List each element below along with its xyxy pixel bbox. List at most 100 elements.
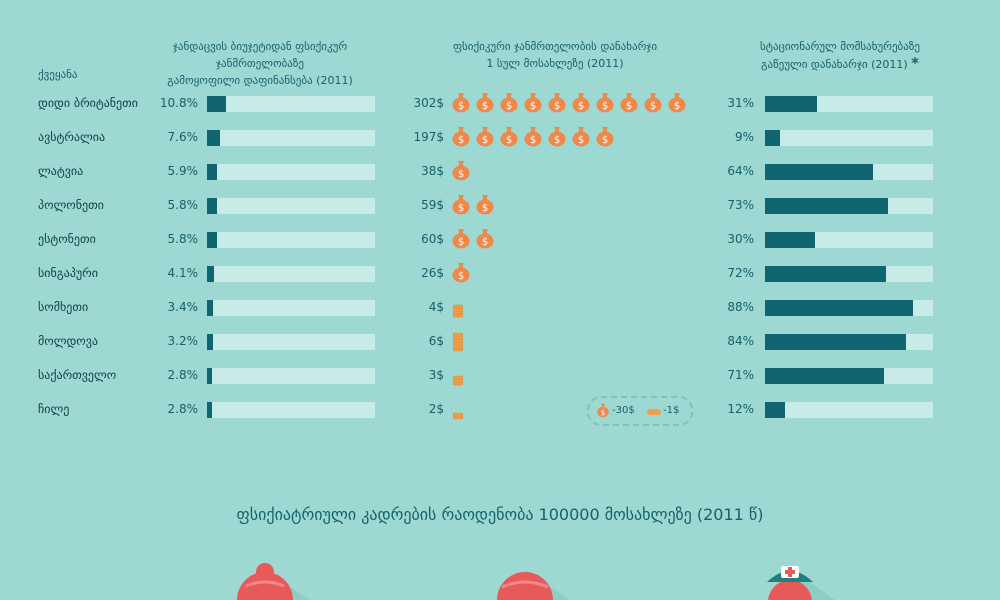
cost-value-label: 3$ [428,368,444,382]
svg-text:$: $ [530,135,536,146]
funding-bar-track [207,96,375,112]
cost-value-label: 197$ [413,130,444,144]
coin [452,378,464,383]
funding-bar-track [207,402,375,418]
money-bag-icon: $ [524,127,542,147]
money-bag-icon: $ [452,93,470,113]
money-bag-icon: $ [452,195,470,215]
cost-value-label: 4$ [428,300,444,314]
funding-value-label: 4.1% [167,266,199,280]
header-col3-line1: სტაციონარულ მომსახურებაზე [760,40,920,53]
doctor-woman-icon [237,563,310,600]
psychologist-icon [497,570,570,600]
funding-bar [207,198,218,214]
funding-bar [207,368,212,384]
funding-bar [207,402,212,418]
funding-bar [207,96,226,112]
svg-text:$: $ [578,135,584,146]
table-row: ესტონეთი 5.8% 60$ $ $30% [0,224,1000,258]
inpatient-bar [765,96,818,112]
table-row: ავსტრალია 7.6% 197$ $ $ $ $ $ $ $9% [0,122,1000,156]
coin-stack-icon [452,304,464,318]
funding-value-label: 5.9% [167,164,199,178]
cost-value-label: 38$ [421,164,444,178]
legend-bag-label: -30$ [612,405,635,416]
svg-text:$: $ [554,101,560,112]
money-bag-icon: $ [476,127,494,147]
inpatient-bar-track [765,368,933,384]
funding-bar [207,300,213,316]
nurse-icon [767,566,835,600]
header-col1: ჯანდაცვის ბიუჯეტიდან ფსიქიკურ ჯანმრთელობ… [130,38,390,89]
funding-bar-track [207,232,375,248]
inpatient-value-label: 31% [727,96,754,110]
country-label: პოლონეთი [38,198,104,212]
cost-value-label: 26$ [421,266,444,280]
svg-text:$: $ [482,237,488,248]
inpatient-bar [765,368,885,384]
cost-value-label: 302$ [413,96,444,110]
cost-icons: $ $ [451,192,499,220]
cost-value-label: 2$ [428,402,444,416]
inpatient-bar-track [765,334,933,350]
inpatient-bar-track [765,300,933,316]
svg-text:$: $ [601,409,605,417]
money-bag-icon: $ [596,93,614,113]
funding-bar-track [207,266,375,282]
table-row: სინგაპური 4.1% 26$ $72% [0,258,1000,292]
table-row: საქართველო 2.8% 3$ 71% [0,360,1000,394]
inpatient-bar [765,402,786,418]
cost-value-label: 59$ [421,198,444,212]
header-col1-line1: ჯანდაცვის ბიუჯეტიდან ფსიქიკურ ჯანმრთელობ… [172,40,348,70]
inpatient-bar [765,198,888,214]
funding-bar [207,130,221,146]
funding-bar-track [207,164,375,180]
country-label: დიდი ბრიტანეთი [38,96,138,110]
money-bag-icon: $ [572,127,590,147]
header-col2-line1: ფსიქიკური ჯანმრთელობის დანახარჯი [452,40,658,53]
money-bag-icon: $ [620,93,638,113]
funding-value-label: 2.8% [167,402,199,416]
funding-value-label: 5.8% [167,232,199,246]
inpatient-bar-track [765,266,933,282]
inpatient-bar [765,130,781,146]
coin-stack-icon [452,412,464,420]
svg-text:$: $ [458,237,464,248]
money-bag-icon: $ [572,93,590,113]
cost-icons: $ $ $ $ $ $ $ $ $ $ [451,90,691,118]
cost-icons: $ [451,158,475,186]
svg-text:$: $ [482,101,488,112]
inpatient-bar-track [765,130,933,146]
inpatient-bar-track [765,198,933,214]
header-col3-line2: გაწეული დანახარჯი (2011) [760,58,908,71]
funding-value-label: 7.6% [167,130,199,144]
inpatient-bar-track [765,232,933,248]
table-row: დიდი ბრიტანეთი 10.8% 302$ $ $ $ $ $ $ $ $ $ $31% [0,88,1000,122]
table-row: ლატვია 5.9% 38$ $64% [0,156,1000,190]
table-row: პოლონეთი 5.8% 59$ $ $73% [0,190,1000,224]
country-label: ლატვია [38,164,84,178]
svg-text:$: $ [458,135,464,146]
money-bag-icon: $ [476,229,494,249]
funding-value-label: 5.8% [167,198,199,212]
svg-text:$: $ [626,101,632,112]
coin [452,313,464,318]
country-label: ავსტრალია [38,130,106,144]
cost-icons [451,362,465,390]
money-bag-icon: $ [524,93,542,113]
inpatient-bar [765,266,886,282]
legend: $ -30$ -1$ [587,396,693,426]
country-label: სინგაპური [38,266,98,280]
money-bag-icon: $ [476,195,494,215]
inpatient-value-label: 30% [727,232,754,246]
svg-text:$: $ [506,101,512,112]
header-col1-line2: გამოყოფილი დაფინანსება (2011) [167,74,353,87]
cost-icons [451,294,465,322]
inpatient-value-label: 72% [727,266,754,280]
inpatient-value-label: 12% [727,402,754,416]
money-bag-icon: $ [597,403,609,418]
country-label: სომხეთი [38,300,89,314]
section2-title: ფსიქიატრიული კადრების რაოდენობა 100000 მ… [236,505,764,524]
coin [452,304,464,309]
coin-stack-icon [452,375,464,386]
